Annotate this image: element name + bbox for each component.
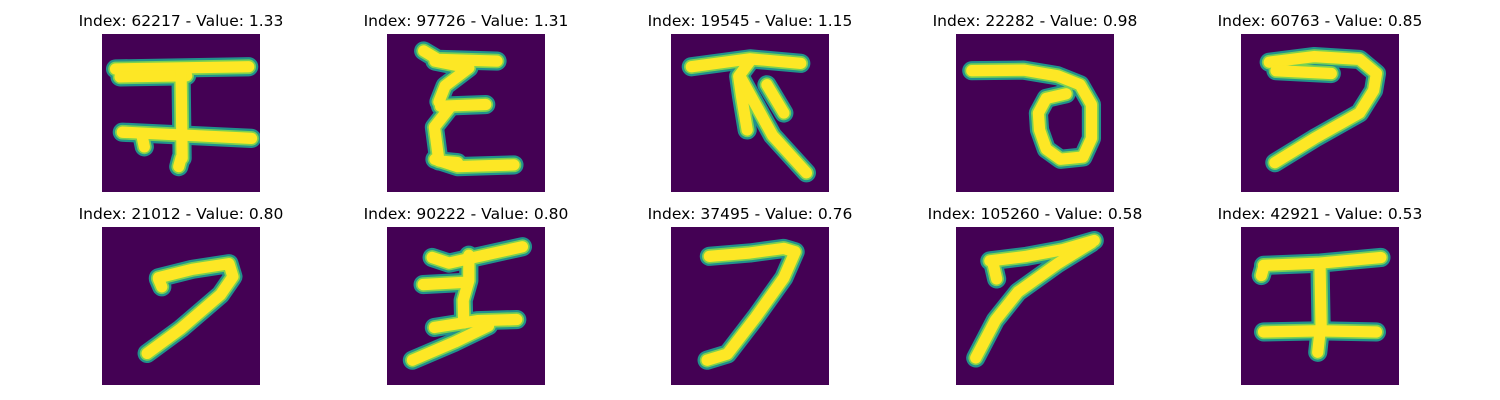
glyph-image	[956, 34, 1114, 192]
panel-title: Index: 42921 - Value: 0.53	[1217, 205, 1423, 223]
glyph-image	[1241, 227, 1399, 385]
glyph-image	[671, 227, 829, 385]
glyph-image	[671, 34, 829, 192]
glyph-image	[387, 34, 545, 192]
glyph-image	[387, 227, 545, 385]
glyph-image	[102, 227, 260, 385]
glyph-image	[1241, 34, 1399, 192]
panel-title: Index: 22282 - Value: 0.98	[932, 12, 1138, 30]
panel-title: Index: 19545 - Value: 1.15	[647, 12, 853, 30]
panel-title: Index: 21012 - Value: 0.80	[78, 205, 284, 223]
panel-title: Index: 105260 - Value: 0.58	[927, 205, 1143, 223]
panel-title: Index: 90222 - Value: 0.80	[363, 205, 569, 223]
panel-title: Index: 60763 - Value: 0.85	[1217, 12, 1423, 30]
glyph-image	[956, 227, 1114, 385]
panel-title: Index: 97726 - Value: 1.31	[363, 12, 569, 30]
glyph-image	[102, 34, 260, 192]
panel-title: Index: 62217 - Value: 1.33	[78, 12, 284, 30]
panel-title: Index: 37495 - Value: 0.76	[647, 205, 853, 223]
